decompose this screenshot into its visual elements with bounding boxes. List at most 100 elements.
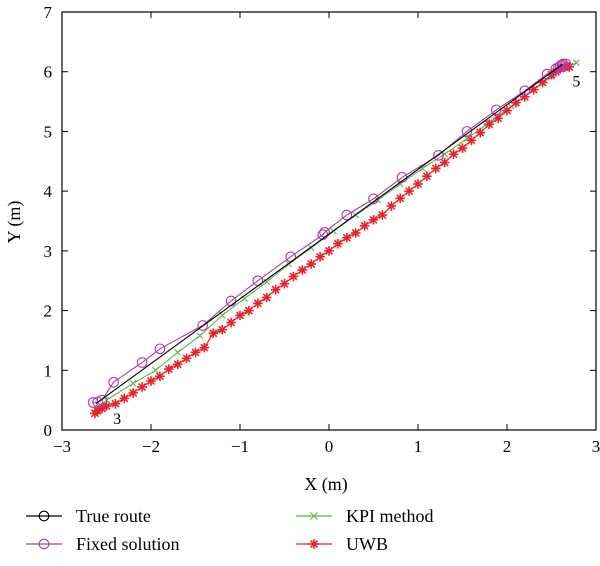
asterisk-marker xyxy=(404,186,414,196)
circle-marker xyxy=(38,510,50,522)
asterisk-marker xyxy=(350,228,361,238)
axes: −3 −2 −1 0 1 2 3 0 1 2 3 4 5 6 7 xyxy=(44,3,600,456)
circle-marker xyxy=(490,104,502,116)
asterisk-marker xyxy=(279,278,290,289)
asterisk-marker xyxy=(261,292,272,303)
legend-label: UWB xyxy=(346,534,388,554)
asterisk-marker xyxy=(377,210,388,220)
asterisk-marker xyxy=(164,364,174,374)
asterisk-marker xyxy=(333,238,343,249)
legend-item-fixed-solution: Fixed solution xyxy=(26,534,180,554)
x-tick-label: 0 xyxy=(325,437,334,456)
y-tick-label: 5 xyxy=(44,122,53,141)
asterisk-marker xyxy=(253,298,263,309)
asterisk-marker xyxy=(146,376,156,386)
circle-marker xyxy=(92,396,103,408)
asterisk-marker xyxy=(208,328,219,339)
circle-marker xyxy=(38,538,50,550)
asterisk-marker xyxy=(359,220,370,231)
asterisk-marker xyxy=(484,119,494,130)
x-tick-label: 2 xyxy=(503,437,512,456)
x-tick-label: 1 xyxy=(414,437,423,456)
asterisk-marker xyxy=(439,157,450,168)
asterisk-marker xyxy=(235,310,245,321)
x-marker xyxy=(573,59,580,67)
series-true-route xyxy=(95,64,563,405)
asterisk-marker xyxy=(309,539,319,549)
asterisk-marker xyxy=(448,149,459,159)
legend-item-true-route: True route xyxy=(26,506,151,526)
asterisk-marker xyxy=(502,105,512,116)
asterisk-marker xyxy=(475,127,486,138)
y-tick-label: 7 xyxy=(44,3,53,22)
x-marker xyxy=(152,366,159,374)
circle-marker xyxy=(136,357,148,368)
legend-label: KPI method xyxy=(346,506,434,526)
plot-area: 35 xyxy=(87,58,580,428)
y-tick-label: 1 xyxy=(44,361,53,380)
asterisk-marker xyxy=(422,171,432,182)
asterisk-marker xyxy=(217,324,227,335)
legend-item-uwb: UWB xyxy=(296,534,388,554)
circle-marker xyxy=(154,343,166,355)
asterisk-marker xyxy=(395,193,405,204)
series-uwb xyxy=(90,62,575,419)
legend: True route Fixed solution KPI method UWB xyxy=(26,506,434,554)
x-axis-label: X (m) xyxy=(304,474,348,495)
asterisk-marker xyxy=(119,393,130,404)
y-tick-label: 4 xyxy=(44,182,53,201)
circle-marker xyxy=(433,149,444,161)
x-tick-label: −3 xyxy=(53,437,71,456)
asterisk-marker xyxy=(190,347,201,358)
asterisk-marker xyxy=(413,179,423,189)
y-tick-label: 6 xyxy=(44,63,53,82)
asterisk-marker xyxy=(128,388,138,398)
circle-marker xyxy=(461,126,473,137)
asterisk-marker xyxy=(342,232,352,243)
asterisk-marker xyxy=(181,353,192,364)
series-line-uwb xyxy=(94,66,570,414)
x-marker xyxy=(310,512,318,520)
asterisk-marker xyxy=(244,305,254,316)
legend-label: Fixed solution xyxy=(76,534,180,554)
circle-marker xyxy=(341,209,353,221)
asterisk-marker xyxy=(288,271,299,282)
asterisk-marker xyxy=(110,398,121,409)
asterisk-marker xyxy=(386,201,397,211)
asterisk-marker xyxy=(431,163,441,174)
asterisk-marker xyxy=(511,97,521,108)
circle-marker xyxy=(519,85,531,97)
x-marker xyxy=(263,278,271,286)
x-marker xyxy=(129,380,137,387)
annotation-label: 3 xyxy=(113,411,121,428)
y-axis-label: Y (m) xyxy=(4,201,25,244)
asterisk-marker xyxy=(315,252,325,262)
asterisk-marker xyxy=(324,246,334,256)
y-tick-label: 3 xyxy=(44,242,53,261)
asterisk-marker xyxy=(306,259,316,269)
x-marker xyxy=(196,332,204,340)
asterisk-marker xyxy=(297,265,308,275)
asterisk-marker xyxy=(199,342,210,353)
asterisk-marker xyxy=(457,143,468,153)
asterisk-marker xyxy=(493,113,503,124)
asterisk-marker xyxy=(226,317,236,328)
y-tick-label: 2 xyxy=(44,302,53,321)
circle-marker xyxy=(197,320,208,331)
asterisk-marker xyxy=(368,215,379,225)
circle-marker xyxy=(541,68,553,80)
asterisk-marker xyxy=(137,382,147,392)
x-marker xyxy=(174,348,182,356)
x-tick-label: −1 xyxy=(231,437,249,456)
circle-marker xyxy=(553,62,564,73)
asterisk-marker xyxy=(466,135,477,146)
asterisk-marker xyxy=(270,284,281,295)
asterisk-marker xyxy=(92,406,103,416)
circle-marker xyxy=(108,376,119,388)
series-line-true-route xyxy=(95,64,563,405)
x-tick-label: −2 xyxy=(142,437,160,456)
legend-label: True route xyxy=(76,506,151,526)
legend-item-kpi-method: KPI method xyxy=(296,506,434,526)
